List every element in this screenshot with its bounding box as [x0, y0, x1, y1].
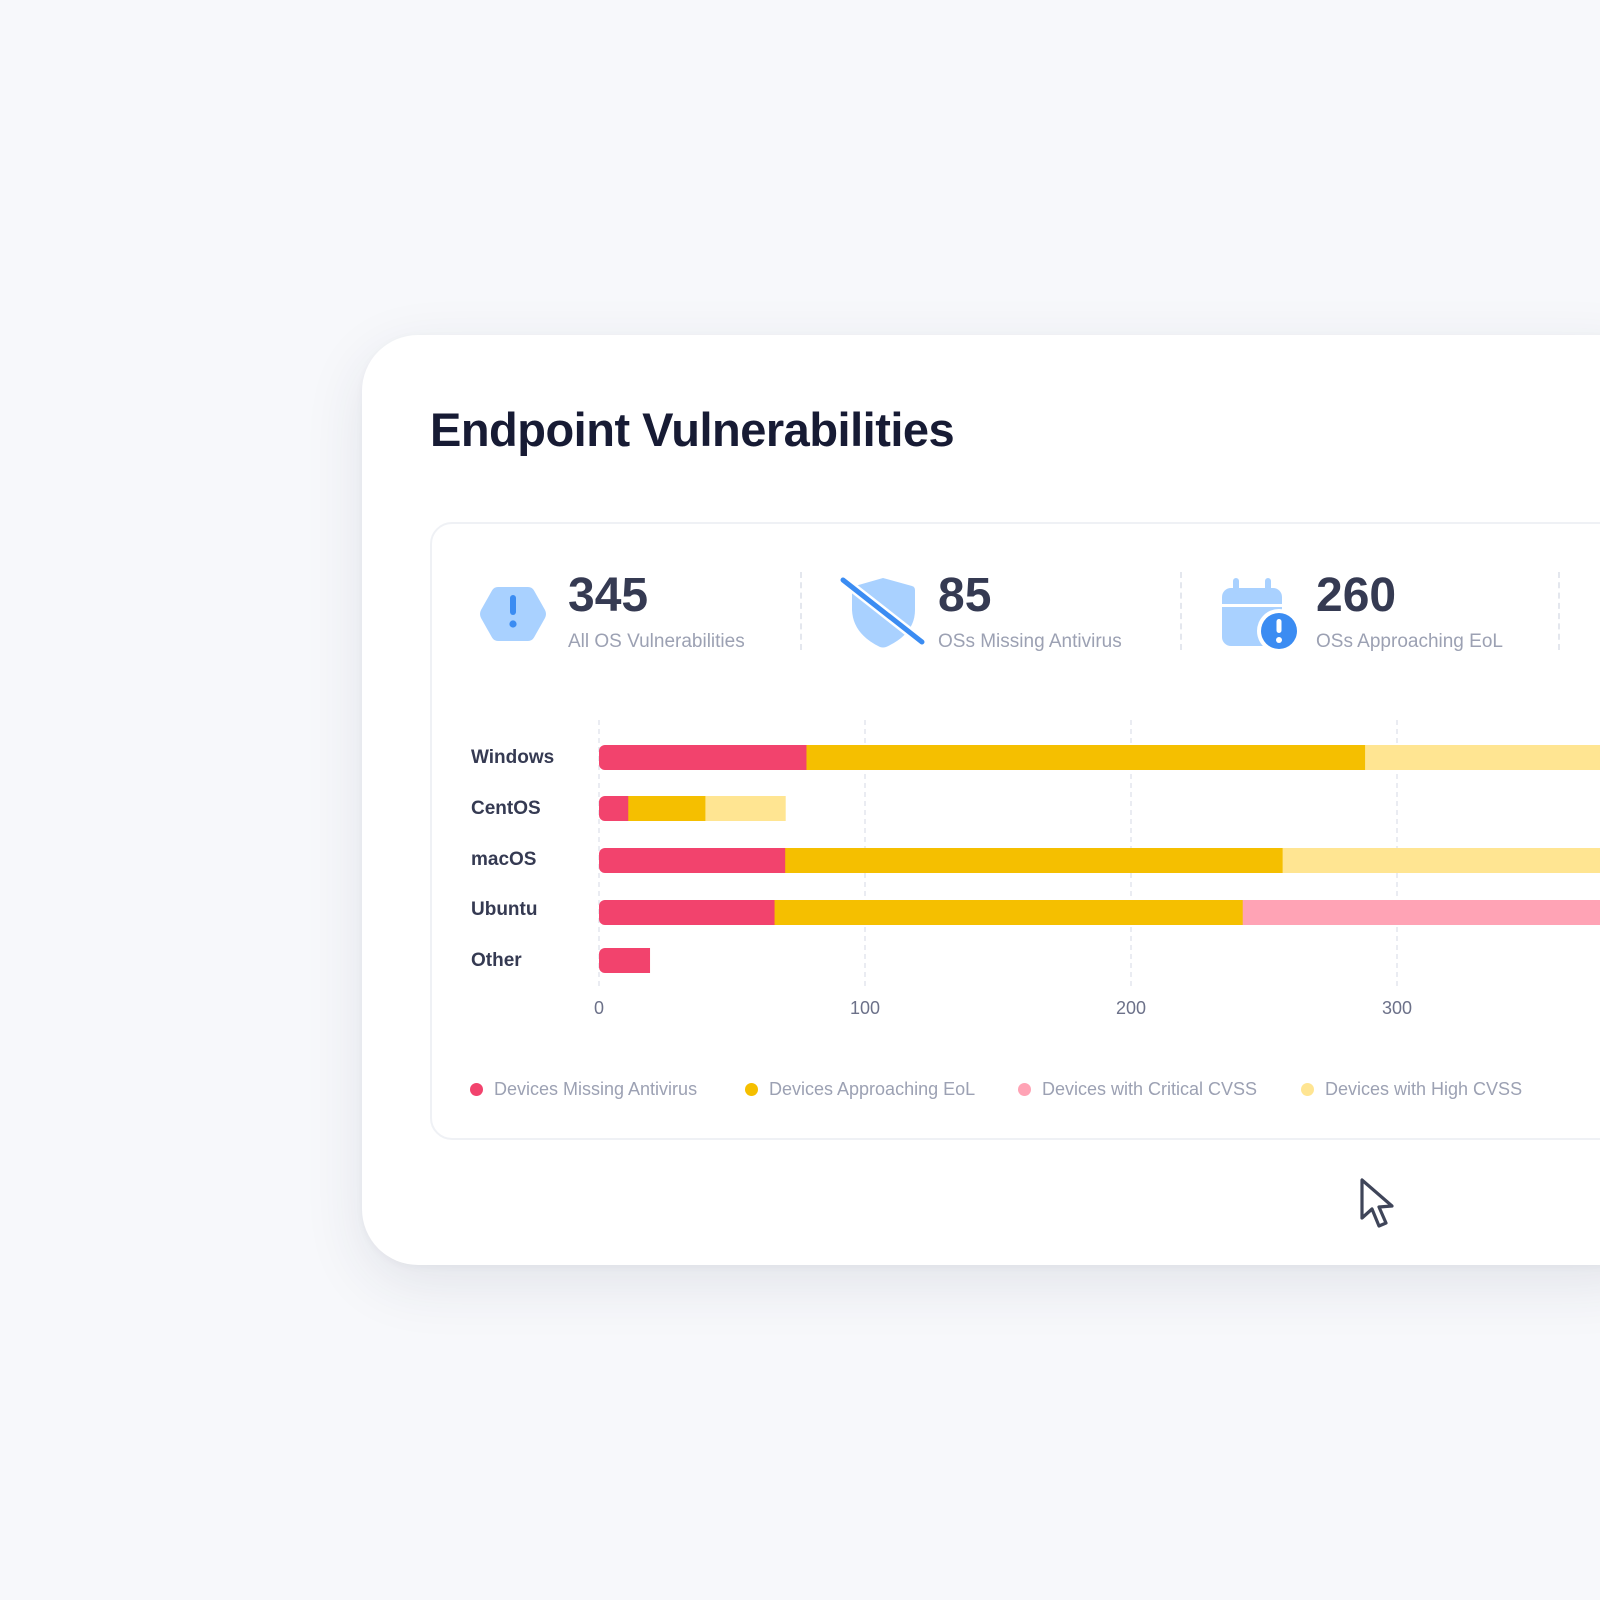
- stat-value: 260: [1316, 569, 1397, 622]
- bar-group-other[interactable]: [599, 948, 651, 973]
- stat-value: 85: [938, 569, 992, 622]
- legend-item-missing-antivirus[interactable]: Devices Missing Antivirus: [470, 1077, 720, 1101]
- bar-segment[interactable]: [1282, 848, 1600, 873]
- hexagon-alert-icon: [480, 587, 546, 641]
- legend-item-approaching-eol[interactable]: Devices Approaching EoL: [745, 1077, 995, 1101]
- stat-divider: [1558, 572, 1560, 650]
- stat-label: OSs Approaching EoL: [1316, 631, 1503, 652]
- bar-group-centos[interactable]: [599, 796, 786, 821]
- legend-item-critical-cvss[interactable]: Devices with Critical CVSS: [1018, 1077, 1278, 1101]
- bar-segment[interactable]: [599, 745, 807, 770]
- legend-dot: [1301, 1083, 1314, 1096]
- shield-off-icon: [838, 576, 927, 648]
- bar-segment[interactable]: [705, 796, 786, 821]
- legend-label: Devices Approaching EoL: [769, 1079, 976, 1099]
- bar-segment[interactable]: [599, 796, 629, 821]
- legend-label: Devices with Critical CVSS: [1042, 1079, 1258, 1099]
- x-tick-label: 300: [1382, 998, 1412, 1018]
- bar-segment[interactable]: [1365, 745, 1600, 770]
- bar-group-macos[interactable]: [599, 848, 1600, 873]
- stat-value: 345: [568, 569, 649, 622]
- x-tick-label: 0: [594, 998, 604, 1018]
- chart-category-label: Windows: [471, 747, 555, 768]
- bar-segment[interactable]: [599, 900, 776, 925]
- stat-label: All OS Vulnerabilities: [568, 631, 745, 652]
- bar-segment[interactable]: [806, 745, 1366, 770]
- stat-label: OSs Missing Antivirus: [938, 631, 1122, 652]
- bar-segment[interactable]: [599, 948, 651, 973]
- stat-missing-antivirus[interactable]: 85 OSs Missing Antivirus: [838, 568, 1138, 658]
- stat-approaching-eol[interactable]: 260 OSs Approaching EoL: [1222, 568, 1522, 658]
- x-tick-label: 100: [850, 998, 880, 1018]
- bar-segment[interactable]: [599, 848, 786, 873]
- legend-label: Devices Missing Antivirus: [494, 1079, 698, 1099]
- stat-divider: [1180, 572, 1182, 650]
- legend-label: Devices with High CVSS: [1325, 1079, 1523, 1099]
- legend-dot: [745, 1083, 758, 1096]
- bar-segment[interactable]: [785, 848, 1284, 873]
- calendar-alert-icon: [1222, 578, 1301, 653]
- bar-segment[interactable]: [1242, 900, 1600, 925]
- bar-group-ubuntu[interactable]: [599, 900, 1600, 925]
- stat-all-os-vulnerabilities[interactable]: 345 All OS Vulnerabilities: [478, 568, 768, 658]
- chart-category-label: Ubuntu: [471, 899, 538, 920]
- chart-category-label: macOS: [471, 849, 537, 870]
- legend-dot: [470, 1083, 483, 1096]
- chart-category-label: CentOS: [471, 798, 541, 819]
- bar-group-windows[interactable]: [599, 745, 1600, 770]
- x-tick-label: 200: [1116, 998, 1146, 1018]
- bar-segment[interactable]: [628, 796, 706, 821]
- legend-dot: [1018, 1083, 1031, 1096]
- pointer-cursor-icon: [1360, 1178, 1394, 1228]
- legend-item-high-cvss[interactable]: Devices with High CVSS: [1301, 1077, 1561, 1101]
- bar-segment[interactable]: [774, 900, 1244, 925]
- page-title: Endpoint Vulnerabilities: [430, 403, 955, 456]
- vulnerabilities-card: [430, 522, 1600, 1140]
- chart-category-label: Other: [471, 950, 522, 971]
- stat-divider: [800, 572, 802, 650]
